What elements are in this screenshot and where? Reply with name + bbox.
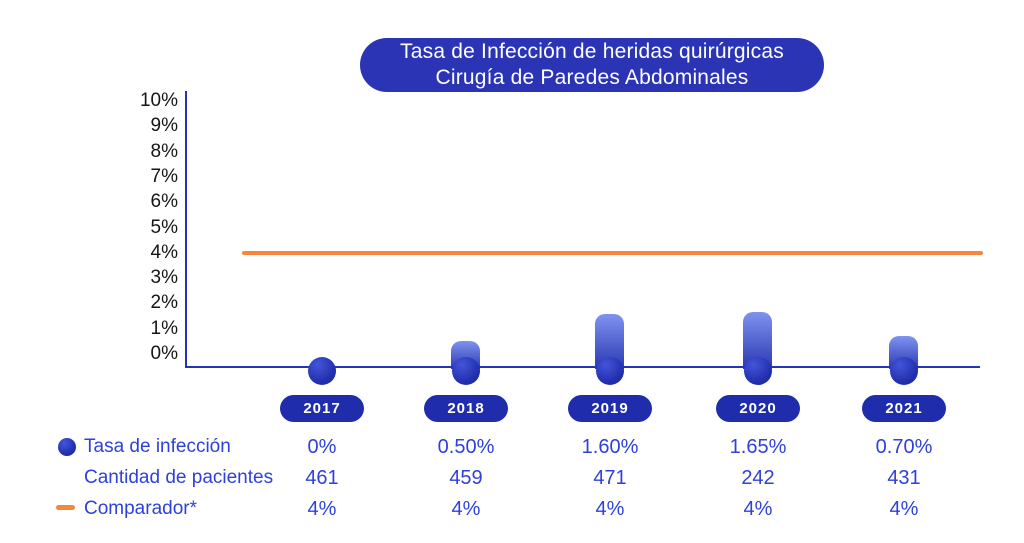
chart-title-pill: Tasa de Infección de heridas quirúrgicas… [360, 38, 824, 92]
table-cell: 1.60% [581, 436, 639, 458]
data-point-marker [890, 357, 918, 385]
year-pill: 2017 [280, 395, 364, 422]
y-tick-label: 10% [139, 90, 178, 111]
table-cell: 0.70% [875, 436, 933, 458]
legend-label-comparator: Comparador* [84, 498, 197, 519]
infection-rate-marker-icon [58, 438, 76, 456]
y-tick-label: 1% [150, 317, 178, 339]
y-tick-label: 5% [150, 216, 178, 238]
y-tick-label: 7% [150, 165, 178, 187]
table-cell: 242 [741, 467, 775, 489]
comparator-reference-line [242, 250, 983, 255]
table-cell: 0.50% [437, 436, 495, 458]
table-cell: 471 [593, 467, 627, 489]
table-cell: 4% [451, 498, 481, 520]
data-point-marker [744, 357, 772, 385]
y-tick-label: 8% [150, 140, 178, 162]
chart-title-line2: Cirugía de Paredes Abdominales [435, 66, 749, 89]
table-cell: 4% [743, 498, 773, 520]
table-cell: 4% [595, 498, 625, 520]
comparator-line-icon [56, 505, 75, 510]
table-cell: 4% [307, 498, 337, 520]
y-tick-label: 3% [150, 267, 178, 289]
table-cell: 461 [305, 467, 339, 489]
legend-label-patient-count: Cantidad de pacientes [84, 467, 274, 488]
data-point-marker [452, 357, 480, 385]
y-tick-label: 4% [150, 241, 178, 263]
y-tick-label: 6% [150, 191, 178, 213]
table-cell: 459 [449, 467, 483, 489]
y-tick-label: 0% [150, 343, 178, 364]
legend-label-infection-rate: Tasa de infección [84, 436, 231, 457]
table-cell: 1.65% [729, 436, 787, 458]
y-tick-label: 9% [150, 115, 178, 137]
table-cell: 4% [889, 498, 919, 520]
y-axis-line [185, 91, 187, 368]
year-pill: 2020 [716, 395, 800, 422]
year-pill: 2019 [568, 395, 652, 422]
table-cell: 431 [887, 467, 921, 489]
data-point-marker [596, 357, 624, 385]
table-cell: 0% [307, 436, 337, 458]
data-point-marker [308, 357, 336, 385]
year-pill: 2021 [862, 395, 946, 422]
x-axis-line [185, 366, 980, 368]
chart-title-line1: Tasa de Infección de heridas quirúrgicas [400, 40, 784, 64]
year-pill: 2018 [424, 395, 508, 422]
y-tick-label: 2% [150, 292, 178, 314]
